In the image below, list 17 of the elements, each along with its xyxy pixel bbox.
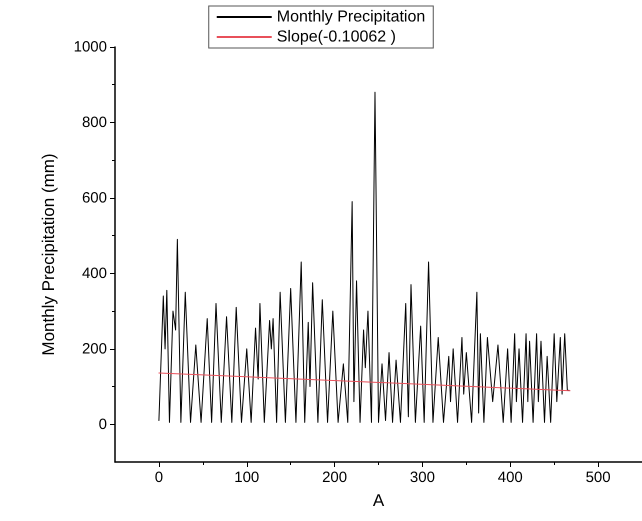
x-tick-label: 500 — [586, 469, 611, 486]
x-tick-label: 300 — [410, 469, 435, 486]
y-tick-label: 200 — [82, 340, 107, 358]
x-tick-label: 100 — [234, 469, 260, 486]
y-axis-title: Monthly Precipitation (mm) — [39, 153, 58, 356]
line-series — [158, 92, 570, 423]
y-tick-label: 800 — [82, 114, 107, 131]
y-tick-label: 1000 — [74, 38, 107, 56]
x-tick-label: 200 — [322, 469, 348, 486]
x-tick-label: 0 — [154, 469, 164, 486]
x-tick-label: 400 — [498, 469, 523, 486]
y-tick-label: 0 — [98, 416, 107, 433]
x-axis-title: A — [372, 491, 385, 510]
y-tick-label: 600 — [82, 189, 107, 206]
legend-label: Monthly Precipitation — [276, 8, 426, 26]
legend-label: Slope(-0.10062 ) — [276, 28, 396, 46]
y-tick-label: 400 — [82, 264, 107, 282]
